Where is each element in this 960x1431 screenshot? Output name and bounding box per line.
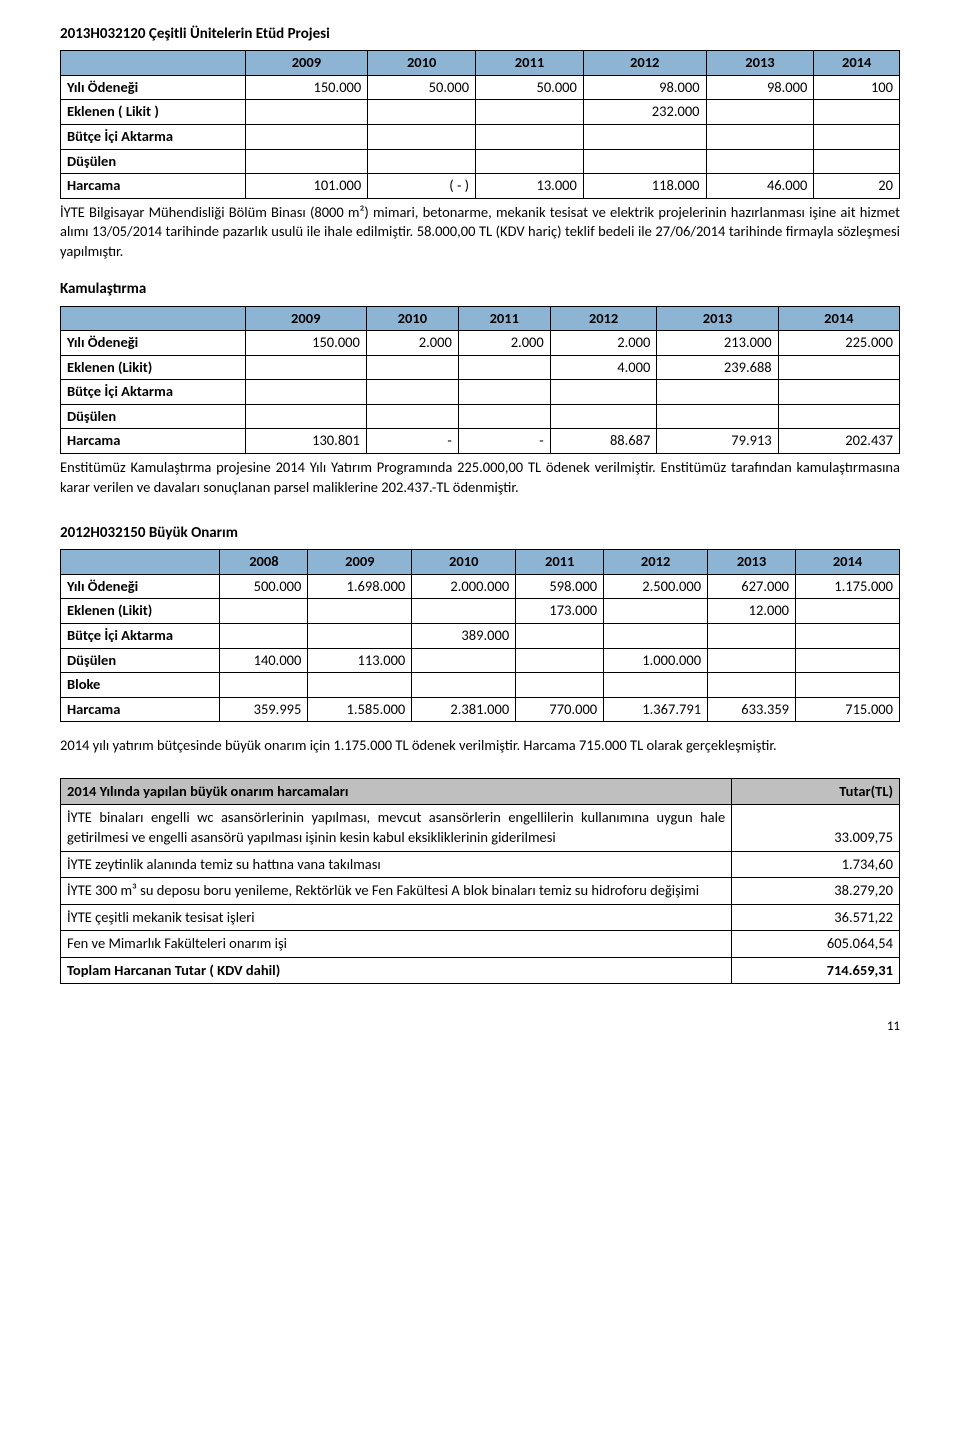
table-row: İYTE binaları engelli wc asansörlerinin … xyxy=(61,805,900,851)
table-row: Yılı Ödeneği150.00050.00050.00098.00098.… xyxy=(61,75,900,100)
table-row: Harcama359.9951.585.0002.381.000770.0001… xyxy=(61,697,900,722)
table-row: Harcama130.801--88.68779.913202.437 xyxy=(61,429,900,454)
table-header-row: 2008 2009 2010 2011 2012 2013 2014 xyxy=(61,550,900,575)
table-row: Düşülen xyxy=(61,404,900,429)
table-row: Eklenen (Likit)173.00012.000 xyxy=(61,599,900,624)
table-header-row: 2014 Yılında yapılan büyük onarım harcam… xyxy=(61,778,900,805)
table-buyuk-onarim: 2008 2009 2010 2011 2012 2013 2014 Yılı … xyxy=(60,549,900,722)
table-row: Fen ve Mimarlık Fakülteleri onarım işi60… xyxy=(61,931,900,958)
table-row: Harcama101.000( - )13.000118.00046.00020 xyxy=(61,174,900,199)
table-row: Bütçe İçi Aktarma xyxy=(61,380,900,405)
table-row: Toplam Harcanan Tutar ( KDV dahil)714.65… xyxy=(61,957,900,984)
table-etud-projesi: 2009 2010 2011 2012 2013 2014 Yılı Ödene… xyxy=(60,50,900,198)
table-row: Eklenen (Likit)4.000239.688 xyxy=(61,355,900,380)
table-header-row: 2009 2010 2011 2012 2013 2014 xyxy=(61,306,900,331)
page-number: 11 xyxy=(60,1018,900,1036)
table-row: Bütçe İçi Aktarma389.000 xyxy=(61,624,900,649)
table-row: Eklenen ( Likit )232.000 xyxy=(61,100,900,125)
section-title: 2013H032120 Çeşitli Ünitelerin Etüd Proj… xyxy=(60,24,900,44)
table-budget: 2014 Yılında yapılan büyük onarım harcam… xyxy=(60,778,900,985)
table-row: İYTE 300 m³ su deposu boru yenileme, Rek… xyxy=(61,878,900,905)
table-row: Bütçe İçi Aktarma xyxy=(61,124,900,149)
table-row: Yılı Ödeneği150.0002.0002.0002.000213.00… xyxy=(61,331,900,356)
table-row: İYTE zeytinlik alanında temiz su hattına… xyxy=(61,851,900,878)
table-header-row: 2009 2010 2011 2012 2013 2014 xyxy=(61,51,900,76)
table-row: Düşülen140.000113.0001.000.000 xyxy=(61,648,900,673)
table-row: Düşülen xyxy=(61,149,900,174)
section-title: Kamulaştırma xyxy=(60,279,900,299)
table-kamulastirma: 2009 2010 2011 2012 2013 2014 Yılı Ödene… xyxy=(60,306,900,454)
section-note: 2014 yılı yatırım bütçesinde büyük onarı… xyxy=(60,736,900,756)
table-row: Bloke xyxy=(61,673,900,698)
section-title: 2012H032150 Büyük Onarım xyxy=(60,523,900,543)
table-row: Yılı Ödeneği500.0001.698.0002.000.000598… xyxy=(61,574,900,599)
section-note: İYTE Bilgisayar Mühendisliği Bölüm Binas… xyxy=(60,203,900,262)
section-note: Enstitümüz Kamulaştırma projesine 2014 Y… xyxy=(60,458,900,497)
table-row: İYTE çeşitli mekanik tesisat işleri36.57… xyxy=(61,904,900,931)
